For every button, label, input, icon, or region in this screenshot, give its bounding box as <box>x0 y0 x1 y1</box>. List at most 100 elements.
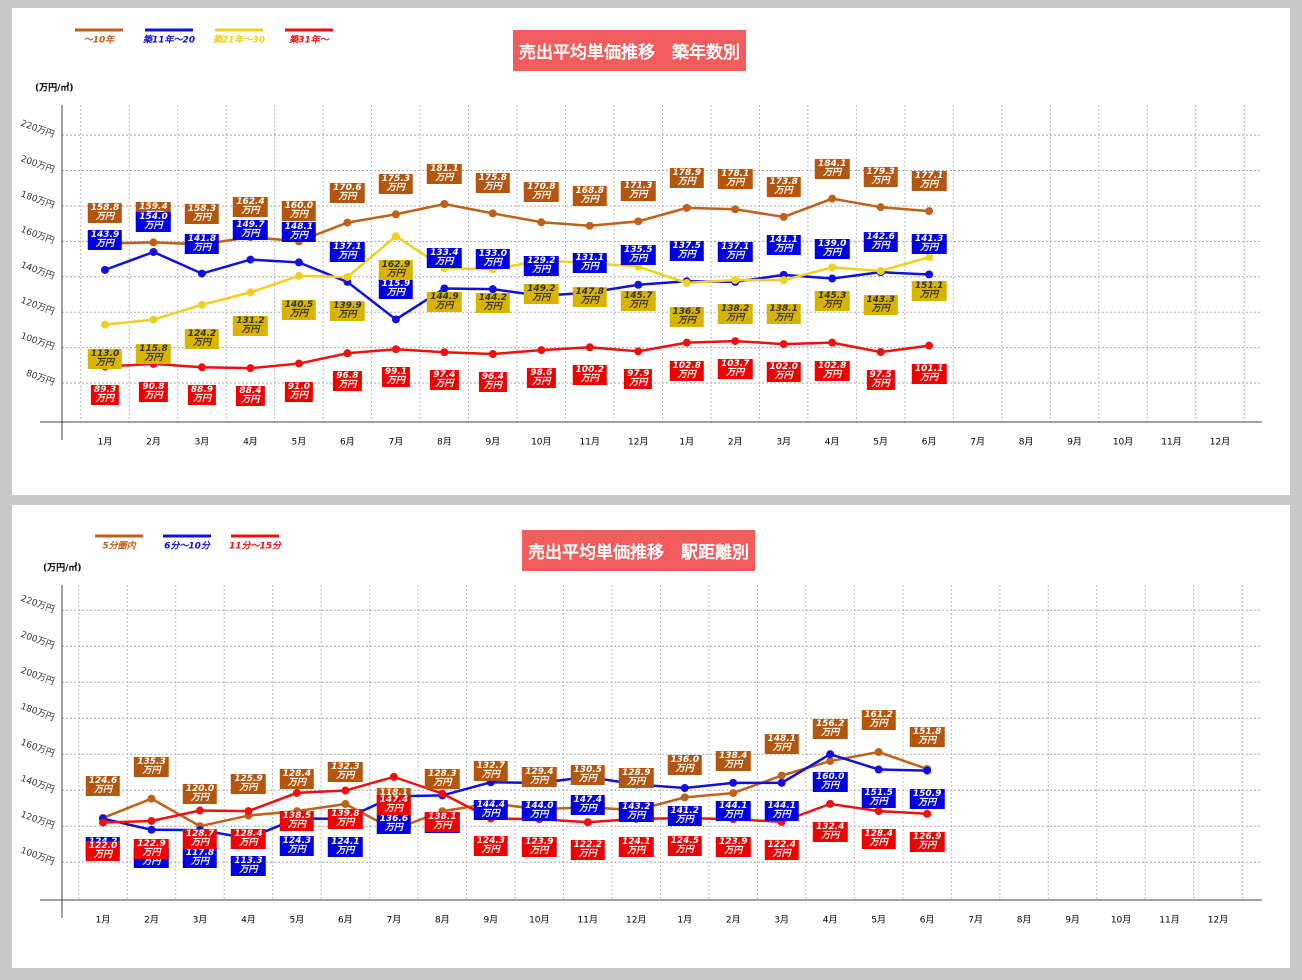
point <box>731 275 740 284</box>
data-label: 124.5 万円 <box>667 836 702 857</box>
data-label: 135.3 万円 <box>134 756 169 777</box>
point <box>438 789 447 798</box>
data-label: 124.1 万円 <box>619 836 654 857</box>
data-label: 132.3 万円 <box>328 762 363 783</box>
data-label: 128.4 万円 <box>231 829 266 850</box>
point <box>391 315 400 324</box>
data-label: 132.7 万円 <box>473 761 509 782</box>
x-tick-label: 2月 <box>144 915 159 926</box>
data-label: 147.4 万円 <box>570 794 606 815</box>
data-label: 139.8 万円 <box>328 808 363 829</box>
data-label: 122.2 万円 <box>570 840 606 861</box>
data-label: 143.2 万円 <box>619 802 654 823</box>
data-label: 136.0 万円 <box>667 755 702 776</box>
data-label: 101.1 万円 <box>911 363 947 384</box>
data-label: 113.3 万円 <box>231 856 266 877</box>
x-tick-label: 2月 <box>146 437 161 448</box>
data-label: 177.1 万円 <box>911 171 947 192</box>
data-label: 148.1 万円 <box>281 222 317 243</box>
data-label: 140.5 万円 <box>281 299 317 320</box>
x-tick-label: 3月 <box>195 437 210 448</box>
data-label: 178.9 万円 <box>669 167 704 188</box>
data-label: 132.4 万円 <box>812 821 848 842</box>
point <box>923 809 932 818</box>
data-label: 160.0 万円 <box>281 201 317 222</box>
data-label: 138.5 万円 <box>279 810 315 831</box>
point <box>488 285 497 294</box>
point <box>826 750 835 759</box>
point <box>488 209 497 218</box>
x-tick-label: 12月 <box>628 437 648 448</box>
data-label: 124.6 万円 <box>85 775 121 796</box>
x-tick-label: 5月 <box>871 915 886 926</box>
data-label: 131.1 万円 <box>572 252 608 273</box>
data-label: 141.1 万円 <box>766 234 801 255</box>
data-label: 129.2 万円 <box>524 255 559 276</box>
point <box>294 258 303 267</box>
data-label: 100.2 万円 <box>572 365 608 386</box>
point <box>874 807 883 816</box>
data-label: 143.3 万円 <box>863 294 898 315</box>
chart-title: 売出平均単価推移 築年数別 <box>513 30 746 71</box>
point <box>925 207 934 216</box>
point <box>828 194 837 203</box>
point <box>440 199 449 208</box>
x-tick-label: 8月 <box>1019 437 1034 448</box>
x-tick-label: 11月 <box>1161 437 1181 448</box>
point <box>680 793 689 802</box>
data-label: 160.0 万円 <box>812 772 848 793</box>
data-label: 171.3 万円 <box>621 181 656 202</box>
point <box>537 218 546 227</box>
x-tick-label: 10月 <box>1113 437 1133 448</box>
x-tick-label: 12月 <box>1208 915 1228 926</box>
data-label: 97.4 万円 <box>430 370 459 391</box>
data-label: 158.3 万円 <box>184 204 220 225</box>
x-tick-label: 3月 <box>774 915 789 926</box>
x-tick-label: 11月 <box>580 437 600 448</box>
data-label: 88.4 万円 <box>236 386 265 407</box>
x-tick-label: 10月 <box>529 915 549 926</box>
point <box>147 794 156 803</box>
point <box>923 766 932 775</box>
data-label: 96.8 万円 <box>333 371 362 392</box>
point <box>729 789 738 798</box>
data-label: 144.9 万円 <box>427 292 462 313</box>
data-label: 147.8 万円 <box>572 286 608 307</box>
data-label: 151.1 万円 <box>911 281 947 302</box>
data-label: 136.5 万円 <box>669 306 704 327</box>
data-label: 137.1 万円 <box>330 241 365 262</box>
data-label: 102.8 万円 <box>814 360 850 381</box>
data-label: 99.1 万円 <box>381 367 410 388</box>
x-tick-label: 11月 <box>578 915 598 926</box>
x-tick-label: 6月 <box>338 915 353 926</box>
x-tick-label: 10月 <box>531 437 551 448</box>
data-label: 123.9 万円 <box>715 837 751 858</box>
data-label: 135.5 万円 <box>621 244 656 265</box>
data-label: 141.2 万円 <box>667 806 702 827</box>
point <box>391 232 400 241</box>
point <box>537 346 546 355</box>
legend-label: 築21年～30 <box>213 35 265 46</box>
point <box>246 288 255 297</box>
point <box>876 203 885 212</box>
data-label: 88.9 万円 <box>187 385 217 406</box>
point <box>777 778 786 787</box>
x-tick-label: 3月 <box>776 437 791 448</box>
data-label: 144.1 万円 <box>764 800 799 821</box>
data-label: 178.1 万円 <box>717 169 753 190</box>
legend-label: 築11年～20 <box>143 35 195 46</box>
data-label: 125.9 万円 <box>231 773 266 794</box>
point <box>197 300 206 309</box>
point <box>779 212 788 221</box>
data-label: 151.8 万円 <box>909 726 945 747</box>
data-label: 161.2 万円 <box>861 710 896 731</box>
data-label: 173.8 万円 <box>766 176 801 197</box>
data-label: 117.8 万円 <box>182 848 218 869</box>
point <box>391 345 400 354</box>
data-label: 102.0 万円 <box>766 362 801 383</box>
data-label: 144.4 万円 <box>473 800 509 821</box>
point <box>341 786 350 795</box>
x-tick-label: 2月 <box>726 915 741 926</box>
